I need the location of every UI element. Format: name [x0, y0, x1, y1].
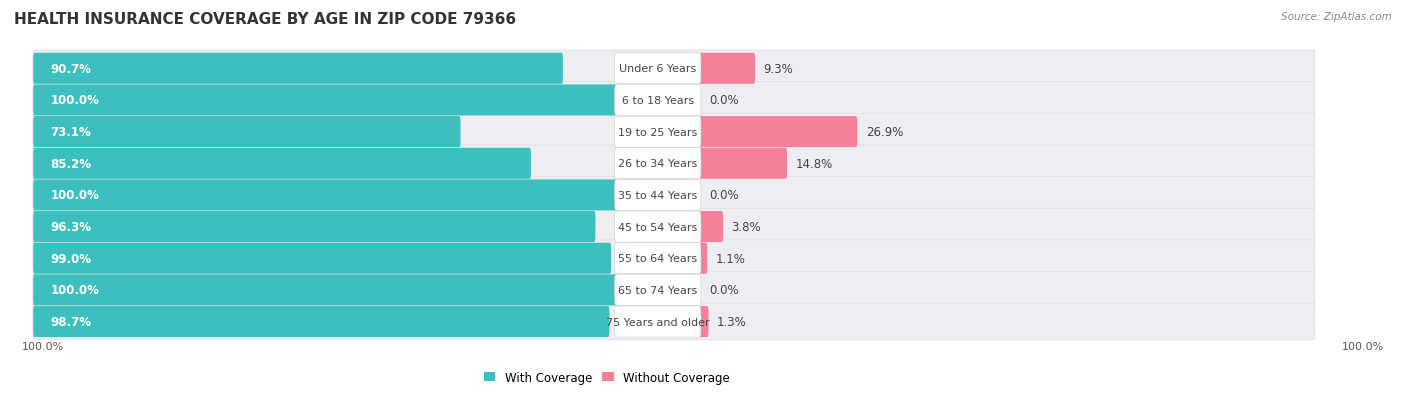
FancyBboxPatch shape — [699, 306, 709, 337]
Text: 73.1%: 73.1% — [51, 126, 91, 139]
Text: 96.3%: 96.3% — [51, 221, 91, 233]
FancyBboxPatch shape — [32, 51, 1315, 88]
FancyBboxPatch shape — [614, 85, 702, 116]
Text: Under 6 Years: Under 6 Years — [619, 64, 696, 74]
Text: 6 to 18 Years: 6 to 18 Years — [621, 96, 693, 106]
Text: 0.0%: 0.0% — [710, 189, 740, 202]
FancyBboxPatch shape — [614, 211, 702, 242]
FancyBboxPatch shape — [34, 54, 562, 85]
FancyBboxPatch shape — [614, 275, 702, 306]
FancyBboxPatch shape — [699, 54, 755, 85]
FancyBboxPatch shape — [699, 117, 858, 148]
Text: 98.7%: 98.7% — [51, 315, 91, 328]
Text: 100.0%: 100.0% — [51, 284, 100, 297]
Text: 90.7%: 90.7% — [51, 63, 91, 76]
FancyBboxPatch shape — [32, 114, 1315, 151]
Text: 19 to 25 Years: 19 to 25 Years — [619, 127, 697, 137]
FancyBboxPatch shape — [614, 148, 702, 179]
FancyBboxPatch shape — [614, 180, 702, 211]
Text: 85.2%: 85.2% — [51, 157, 91, 170]
Legend: With Coverage, Without Coverage: With Coverage, Without Coverage — [484, 371, 730, 384]
FancyBboxPatch shape — [34, 306, 609, 337]
FancyBboxPatch shape — [32, 177, 1315, 214]
Text: 14.8%: 14.8% — [796, 157, 832, 170]
FancyBboxPatch shape — [32, 145, 1315, 182]
Text: 65 to 74 Years: 65 to 74 Years — [619, 285, 697, 295]
FancyBboxPatch shape — [32, 240, 1315, 277]
FancyBboxPatch shape — [32, 304, 1315, 340]
FancyBboxPatch shape — [699, 148, 787, 179]
FancyBboxPatch shape — [34, 275, 617, 306]
Text: 55 to 64 Years: 55 to 64 Years — [619, 254, 697, 263]
Text: 0.0%: 0.0% — [710, 94, 740, 107]
Text: HEALTH INSURANCE COVERAGE BY AGE IN ZIP CODE 79366: HEALTH INSURANCE COVERAGE BY AGE IN ZIP … — [14, 12, 516, 27]
Text: 100.0%: 100.0% — [51, 189, 100, 202]
Text: 26 to 34 Years: 26 to 34 Years — [619, 159, 697, 169]
Text: 26.9%: 26.9% — [866, 126, 903, 139]
FancyBboxPatch shape — [699, 211, 723, 242]
Text: 99.0%: 99.0% — [51, 252, 91, 265]
Text: 75 Years and older: 75 Years and older — [606, 317, 710, 327]
Text: 9.3%: 9.3% — [763, 63, 793, 76]
FancyBboxPatch shape — [32, 209, 1315, 245]
Text: Source: ZipAtlas.com: Source: ZipAtlas.com — [1281, 12, 1392, 22]
FancyBboxPatch shape — [614, 306, 702, 337]
FancyBboxPatch shape — [34, 117, 461, 148]
FancyBboxPatch shape — [34, 243, 612, 274]
Text: 100.0%: 100.0% — [51, 94, 100, 107]
FancyBboxPatch shape — [34, 211, 595, 242]
Text: 35 to 44 Years: 35 to 44 Years — [619, 190, 697, 200]
FancyBboxPatch shape — [32, 272, 1315, 309]
FancyBboxPatch shape — [699, 243, 707, 274]
Text: 0.0%: 0.0% — [710, 284, 740, 297]
Text: 1.3%: 1.3% — [717, 315, 747, 328]
FancyBboxPatch shape — [614, 54, 702, 85]
Text: 100.0%: 100.0% — [1343, 342, 1385, 351]
FancyBboxPatch shape — [614, 117, 702, 148]
Text: 100.0%: 100.0% — [21, 342, 63, 351]
FancyBboxPatch shape — [34, 148, 531, 179]
FancyBboxPatch shape — [34, 180, 617, 211]
Text: 1.1%: 1.1% — [716, 252, 745, 265]
FancyBboxPatch shape — [34, 85, 617, 116]
Text: 45 to 54 Years: 45 to 54 Years — [619, 222, 697, 232]
FancyBboxPatch shape — [614, 243, 702, 274]
Text: 3.8%: 3.8% — [731, 221, 761, 233]
FancyBboxPatch shape — [32, 83, 1315, 119]
